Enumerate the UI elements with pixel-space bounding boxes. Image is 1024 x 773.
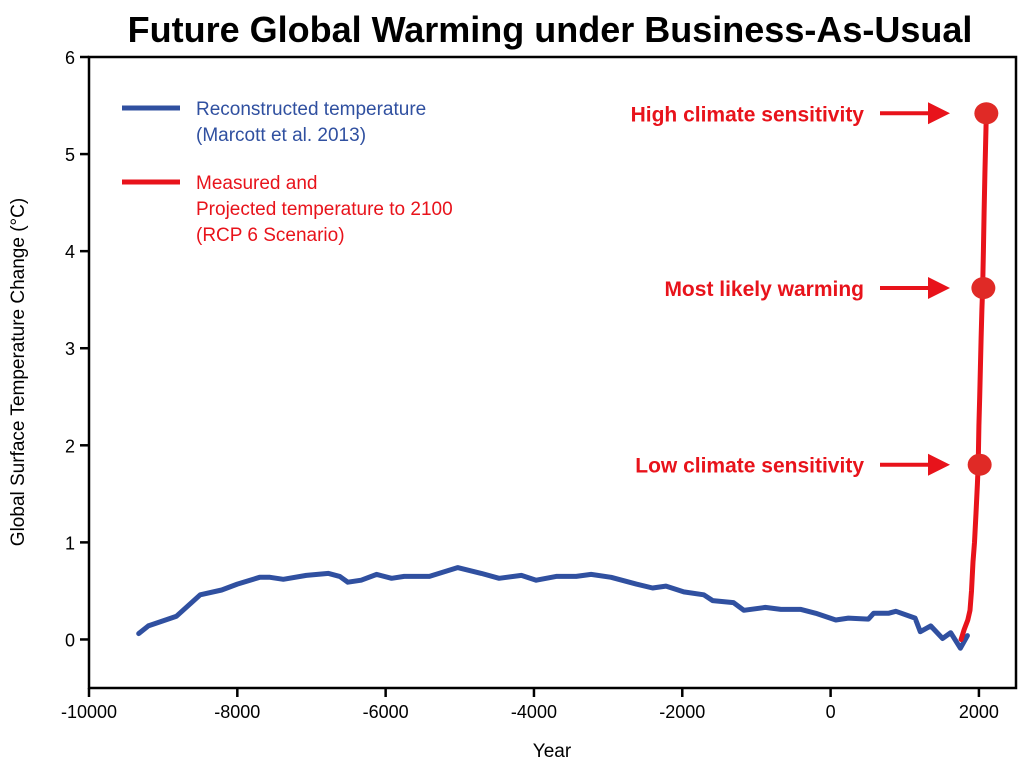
y-tick-label: 4 [65,242,75,262]
annotation-label: Most likely warming [664,278,864,301]
y-tick-label: 3 [65,339,75,359]
plot-frame [87,55,1018,690]
legend-label: Measured and [196,173,317,194]
x-axis-label: Year [533,741,572,762]
x-tick-label: 2000 [959,702,999,722]
x-tick-label: -10000 [61,702,117,722]
annotation-dot [967,453,992,476]
series-line-reconstructed [136,565,970,651]
legend-label: (RCP 6 Scenario) [196,225,345,246]
annotation-label: Low climate sensitivity [635,455,864,478]
x-tick-label: -2000 [659,702,705,722]
chart-title: Future Global Warming under Business-As-… [128,9,973,50]
x-tick-label: -6000 [363,702,409,722]
annotation-dot [971,277,996,300]
arrow-icon [928,277,950,300]
x-tick-label: 0 [826,702,836,722]
annotation-dot [974,102,999,125]
x-tick-label: -8000 [214,702,260,722]
y-tick-label: 2 [65,436,75,456]
y-tick-label: 6 [65,48,75,68]
legend-label: Reconstructed temperature [196,99,426,120]
legend-label: Projected temperature to 2100 [196,199,453,220]
y-axis-label: Global Surface Temperature Change (°C) [8,198,29,546]
legend-label: (Marcott et al. 2013) [196,125,366,146]
y-tick-label: 0 [65,630,75,650]
y-tick-label: 5 [65,145,75,165]
arrow-icon [928,102,950,125]
arrow-icon [928,453,950,476]
series-line-projected [958,112,989,642]
annotation-label: High climate sensitivity [631,103,865,126]
y-tick-label: 1 [65,533,75,553]
x-tick-label: -4000 [511,702,557,722]
